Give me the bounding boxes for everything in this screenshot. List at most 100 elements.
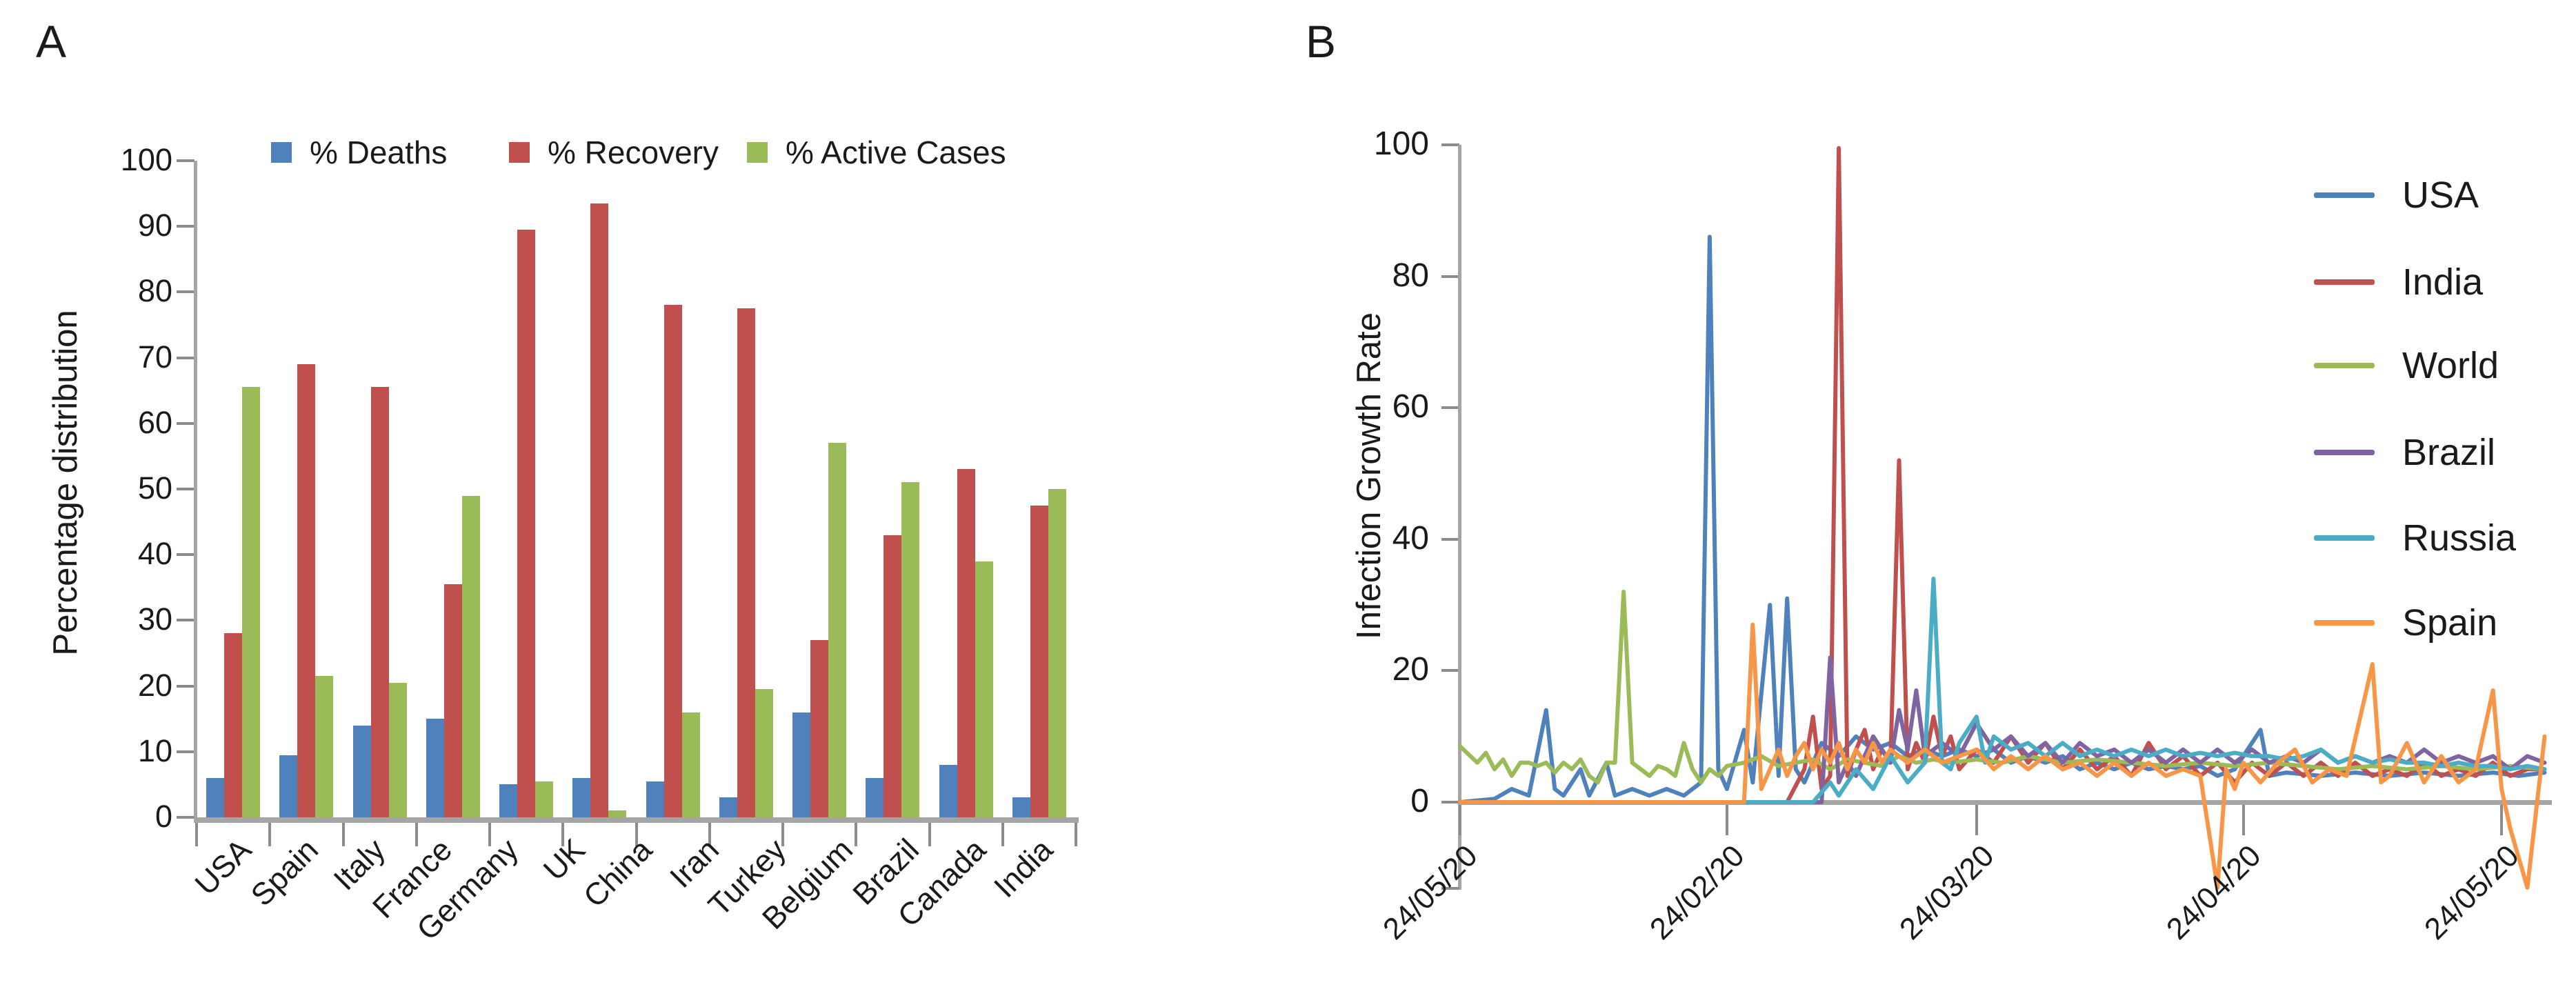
panel-a-y-tick-mark	[177, 816, 194, 819]
bar-group9-series3	[828, 443, 847, 817]
legend-line-spain	[2314, 620, 2375, 626]
panel-b-y-tick-label: 20	[1392, 651, 1429, 688]
panel-b-y-tick-mark	[1441, 669, 1459, 672]
panel-a-legend-item: % Deaths	[271, 134, 447, 170]
panel-a-y-tick-mark	[177, 750, 194, 753]
legend-line-brazil	[2314, 450, 2375, 455]
panel-a-legend-label: % Recovery	[548, 134, 719, 170]
legend-line-russia	[2314, 535, 2375, 541]
legend-line-india	[2314, 279, 2375, 285]
bar-group1-series2	[224, 633, 243, 817]
panel-a-y-tick-mark	[177, 421, 194, 425]
panel-a-legend-item: % Recovery	[509, 134, 719, 170]
bar-group9-series2	[810, 639, 829, 817]
panel-a-y-tick-label: 90	[137, 208, 172, 243]
bar-group10-series3	[901, 482, 920, 817]
panel-b-legend-item-spain: Spain	[2314, 601, 2497, 644]
panel-b-x-tick-mark	[1459, 805, 1461, 835]
panel-b-x-tick-mark	[2241, 805, 2245, 835]
bar-group11-series3	[975, 561, 993, 817]
panel-a-x-tick-mark	[635, 823, 638, 846]
panel-a-y-tick-mark	[177, 684, 194, 688]
panel-b-label: B	[1306, 16, 1337, 67]
panel-a-legend-label: % Active Cases	[786, 134, 1006, 170]
panel-a-y-tick-label: 20	[137, 667, 172, 703]
panel-b-legend-label: World	[2402, 345, 2499, 386]
panel-b-y-tick-label: 40	[1392, 519, 1429, 557]
bar-group12-series3	[1048, 489, 1066, 817]
panel-b-y-axis-end-tick	[1441, 887, 1459, 890]
bar-group7-series2	[663, 305, 682, 817]
bar-group1-series3	[242, 387, 261, 817]
panel-b-y-tick-mark	[1441, 143, 1459, 146]
bar-group4-series2	[443, 584, 462, 817]
bar-group6-series2	[590, 203, 609, 817]
line-series-brazil	[1458, 655, 2547, 804]
panel-b-legend-item-brazil: Brazil	[2314, 431, 2495, 474]
panel-a-y-tick-mark	[177, 225, 194, 228]
panel-b-legend-item-russia: Russia	[2314, 517, 2516, 559]
panel-a-y-tick-label: 40	[137, 536, 172, 572]
panel-a-y-tick-mark	[177, 619, 194, 622]
bar-group2-series3	[315, 676, 334, 817]
bar-group4-series3	[461, 495, 480, 817]
bar-group6-series3	[608, 810, 627, 817]
legend-swatch-recovery	[509, 142, 530, 163]
line-series-india	[1458, 146, 2547, 804]
bar-group5-series2	[517, 229, 536, 817]
panel-a-x-tick-mark	[488, 823, 491, 846]
panel-b-legend-label: Spain	[2402, 602, 2498, 644]
panel-a-x-tick-mark	[268, 823, 272, 846]
panel-b-y-tick-label: 80	[1392, 257, 1429, 294]
bar-group5-series3	[535, 781, 554, 817]
bar-group6-series1	[572, 777, 591, 817]
panel-a-y-tick-label: 0	[154, 799, 172, 834]
panel-a-x-tick-mark	[195, 823, 198, 846]
panel-a-y-tick-label: 70	[137, 339, 172, 375]
bar-group8-series2	[737, 308, 755, 817]
panel-b-x-tick-mark	[1725, 805, 1728, 835]
panel-b-y-tick-mark	[1441, 537, 1459, 541]
panel-a-y-tick-mark	[177, 290, 194, 294]
panel-a-x-tick-mark	[1075, 823, 1077, 846]
line-series-world	[1458, 590, 2547, 785]
bar-group3-series2	[370, 387, 389, 817]
panel-b-legend-label: Brazil	[2402, 432, 2496, 473]
panel-a-y-tick-label: 80	[137, 273, 172, 309]
panel-a-y-tick-mark	[177, 553, 194, 557]
panel-b-zero-line	[1460, 800, 2552, 805]
panel-b-legend-item-world: World	[2314, 344, 2499, 387]
line-series-spain	[1458, 622, 2547, 890]
panel-a-y-tick-label: 100	[120, 142, 172, 177]
panel-a-y-tick-mark	[177, 159, 194, 162]
panel-a-x-tick-mark	[708, 823, 711, 846]
panel-b-y-tick-label: 100	[1373, 126, 1429, 162]
panel-a-y-tick-mark	[177, 356, 194, 359]
bar-group10-series1	[866, 777, 884, 817]
panel-b-legend-label: Russia	[2402, 517, 2517, 559]
legend-swatch-activecases	[747, 142, 768, 163]
panel-a-x-tick-mark	[1001, 823, 1004, 846]
bar-group11-series2	[957, 469, 975, 817]
panel-b-y-tick-label: 0	[1410, 783, 1429, 819]
panel-a-x-tick-mark	[561, 823, 565, 846]
bar-group12-series2	[1030, 505, 1048, 817]
bar-group10-series2	[883, 535, 902, 817]
panel-b-legend-label: USA	[2402, 175, 2479, 216]
panel-b-legend-item-india: India	[2314, 261, 2483, 303]
bar-group5-series1	[499, 784, 518, 817]
bar-group8-series1	[719, 797, 737, 817]
bar-group11-series1	[939, 764, 957, 817]
bar-group9-series1	[792, 712, 811, 817]
bar-group8-series3	[755, 689, 773, 817]
line-series-russia	[1458, 577, 2547, 804]
panel-a-x-tick-mark	[341, 823, 345, 846]
bar-group3-series1	[352, 725, 371, 817]
panel-a-y-tick-label: 10	[137, 732, 172, 768]
panel-b-y-tick-mark	[1441, 801, 1459, 804]
bar-group7-series3	[681, 712, 700, 817]
panel-a-label: A	[36, 16, 67, 67]
panel-a-y-tick-mark	[177, 488, 194, 490]
